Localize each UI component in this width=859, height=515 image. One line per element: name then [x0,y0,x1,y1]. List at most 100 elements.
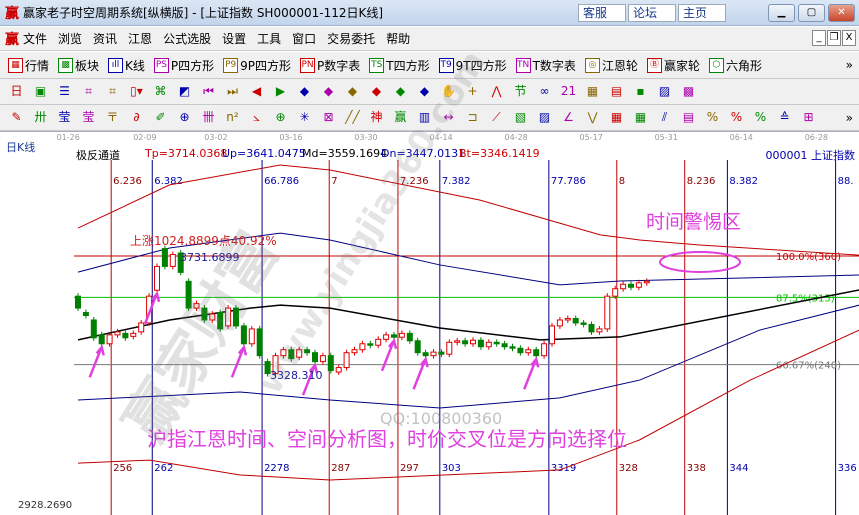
gann-wheel-button[interactable]: ◎ 江恩轮 [584,57,638,74]
pn-button[interactable]: PN P数字表 [300,57,360,74]
angle-button[interactable]: ⦣ [248,109,269,126]
target-button[interactable]: ⊕ [272,109,293,126]
gann-fan2-button[interactable]: 莹 [80,109,101,126]
candle-button[interactable]: ▯▾ [128,83,149,100]
blocks-button[interactable]: ▩ 板块 [58,57,99,74]
right-button[interactable]: ▶ [272,83,293,100]
menu-browse[interactable]: 浏览 [58,32,83,46]
fib-button[interactable]: 〒 [104,109,125,126]
pen2-icon: ✐ [155,110,166,124]
star-button[interactable]: ✳ [296,109,317,126]
grid3-button[interactable]: ▦ [608,109,629,126]
menu-settings[interactable]: 设置 [222,32,247,46]
table-button[interactable]: ▤ [680,109,701,126]
diamond-right-button[interactable]: ◆ [320,83,341,100]
link-button[interactable]: ∞ [536,83,557,100]
percent-lines-button[interactable]: % [752,109,773,126]
ps-button[interactable]: PS P四方形 [153,57,214,74]
pen2-button[interactable]: ✐ [152,109,173,126]
home-link[interactable]: 主页 [678,4,726,22]
toolbar-more-icon[interactable]: » [845,58,853,72]
section-button[interactable]: 节 [512,83,533,100]
bottom-price-label: 2928.2690 [18,500,73,511]
notes-button[interactable]: ▤ [608,83,629,100]
diamond-x-button[interactable]: ◆ [368,83,389,100]
calculator-button[interactable]: ▦ [584,83,605,100]
square2-button[interactable]: ▨ [536,109,557,126]
pattern-button[interactable]: ⌘ [152,83,173,100]
p9-button[interactable]: P9 9P四方形 [223,57,291,74]
diamond-left-button[interactable]: ◆ [296,83,317,100]
diamond-plus-button[interactable]: ◆ [392,83,413,100]
forum-link[interactable]: 论坛 [628,4,676,22]
crosshair-button[interactable]: + [464,83,485,100]
list-button[interactable]: ☰ [56,83,77,100]
grid2-button[interactable]: 卌 [200,109,221,126]
gann-fan-button[interactable]: 莹 [56,109,77,126]
print-button[interactable]: ▨ [656,83,677,100]
menu-info[interactable]: 资讯 [93,32,118,46]
menu-window[interactable]: 窗口 [292,32,317,46]
bars3-button[interactable]: ⌗ [80,83,101,100]
n2-button[interactable]: n² [224,109,245,126]
maximize-button[interactable]: ▢ [798,4,825,22]
parallel-button[interactable]: 卅 [32,109,53,126]
win-button[interactable]: 赢 [392,109,413,126]
first-button[interactable]: ⏮ [200,83,221,100]
mdi-minimize-button[interactable]: _ [812,30,826,46]
god-button[interactable]: 神 [368,109,389,126]
spiral-button[interactable]: ∂ [128,109,149,126]
wave-button[interactable]: ⋀ [488,83,509,100]
square-button[interactable]: ▧ [512,109,533,126]
bars9-button[interactable]: ⌗ [104,83,125,100]
circle-button[interactable]: ⊕ [176,109,197,126]
kline-button[interactable]: ıll K线 [108,57,145,74]
width-button[interactable]: ↔ [440,109,461,126]
support-link[interactable]: 客服 [578,4,626,22]
date-tick: 05-31 [654,133,678,142]
menu-formula[interactable]: 公式选股 [163,32,212,46]
ruler-button[interactable]: ▥ [416,109,437,126]
frame-button[interactable]: ⊐ [464,109,485,126]
pen-button[interactable]: ✎ [8,109,29,126]
hand-button[interactable]: ✋ [440,83,461,100]
menu-trade[interactable]: 交易委托 [327,32,376,46]
flag-button[interactable]: ◩ [176,83,197,100]
window-button[interactable]: ▣ [32,83,53,100]
box-button[interactable]: ⊠ [320,109,341,126]
menu-gann[interactable]: 江恩 [128,32,153,46]
last-button[interactable]: ⏭ [224,83,245,100]
tn-button[interactable]: TN T数字表 [515,57,576,74]
left-button[interactable]: ◀ [248,83,269,100]
zigzag-button[interactable]: ⋁ [584,109,605,126]
mdi-restore-button[interactable]: ❐ [827,30,841,46]
menu-help[interactable]: 帮助 [386,32,411,46]
calendar-button[interactable]: 21 [560,83,581,100]
close-button[interactable]: ✕ [828,4,855,22]
chart-area[interactable] [0,131,859,515]
winner-wheel-button[interactable]: Ⓑ 赢家轮 [646,57,700,74]
grid-button[interactable]: ▦ 行情 [8,57,49,74]
fan-button[interactable]: ⟋ [488,109,509,126]
angle2-button[interactable]: ∠ [560,109,581,126]
menu-tools[interactable]: 工具 [257,32,282,46]
period-button[interactable]: 日▾ [8,83,29,115]
diamond-v-button[interactable]: ◆ [416,83,437,100]
percent-button[interactable]: % [728,109,749,126]
minimize-button[interactable]: ▁ [768,4,795,22]
mdi-close-button[interactable]: X [842,30,856,46]
percent-scale-button[interactable]: % [704,109,725,126]
lines-button[interactable]: ╱╱ [344,109,365,126]
slash-button[interactable]: ⫽ [656,109,677,126]
layout-button[interactable]: ⊞ [800,109,821,126]
hexagon-button[interactable]: ⬡ 六角形 [708,57,762,74]
save-button[interactable]: ▪ [632,83,653,100]
t9-button[interactable]: T9 9T四方形 [438,57,507,74]
export-button[interactable]: ▩ [680,83,701,100]
grid4-button[interactable]: ▦ [632,109,653,126]
diamond-up-button[interactable]: ◆ [344,83,365,100]
menu-file[interactable]: 文件 [23,32,48,46]
toolbar-more-icon[interactable]: » [845,110,853,125]
level-button[interactable]: ≙ [776,109,797,126]
ts-button[interactable]: TS T四方形 [369,57,430,74]
